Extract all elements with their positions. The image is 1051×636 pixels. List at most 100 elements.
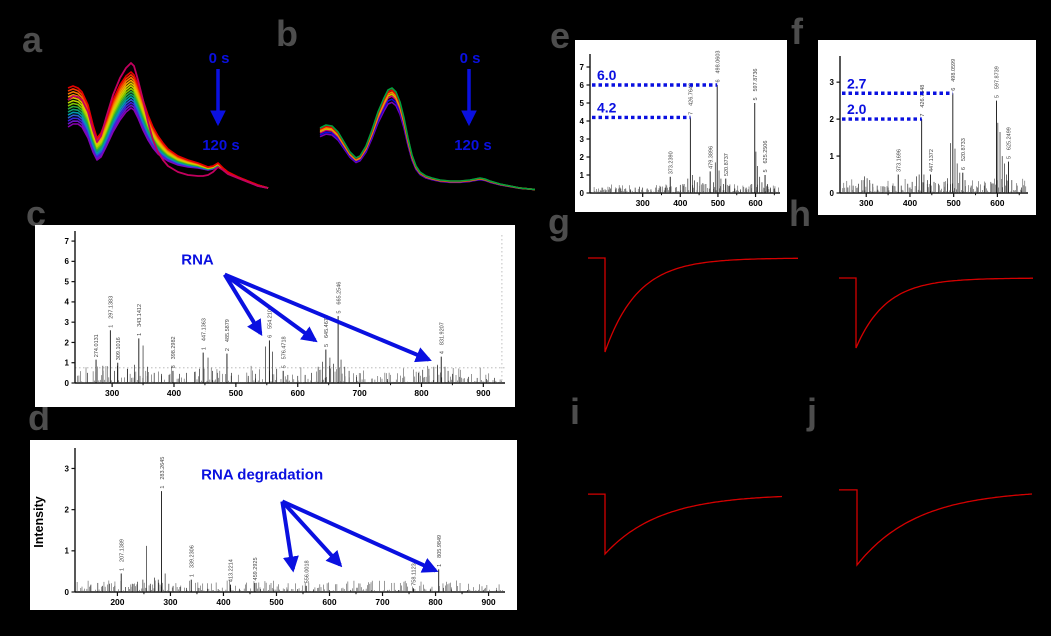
svg-text:700: 700 bbox=[353, 388, 367, 398]
svg-text:6: 6 bbox=[951, 88, 957, 91]
svg-text:2: 2 bbox=[830, 115, 835, 124]
svg-text:498.0599: 498.0599 bbox=[951, 59, 957, 82]
svg-text:500: 500 bbox=[947, 198, 961, 208]
svg-text:4: 4 bbox=[439, 351, 445, 354]
svg-text:500: 500 bbox=[229, 388, 243, 398]
svg-text:500: 500 bbox=[711, 198, 725, 208]
svg-text:300: 300 bbox=[636, 198, 650, 208]
svg-text:283.2645: 283.2645 bbox=[160, 457, 166, 480]
svg-text:0 s: 0 s bbox=[209, 50, 230, 67]
panel-label-a: a bbox=[22, 19, 43, 60]
svg-text:1: 1 bbox=[160, 486, 166, 489]
svg-text:900: 900 bbox=[481, 597, 495, 607]
svg-text:373.1696: 373.1696 bbox=[896, 149, 902, 172]
svg-text:6: 6 bbox=[580, 81, 585, 90]
svg-text:426.7648: 426.7648 bbox=[689, 83, 695, 106]
svg-text:6: 6 bbox=[268, 335, 274, 338]
svg-text:7: 7 bbox=[689, 112, 695, 115]
svg-text:400: 400 bbox=[673, 198, 687, 208]
svg-text:343.1412: 343.1412 bbox=[137, 304, 143, 327]
panel-j-recovery-curve bbox=[835, 430, 1035, 615]
panel-g-recovery-curve bbox=[585, 235, 800, 400]
svg-text:207.1389: 207.1389 bbox=[119, 539, 125, 562]
svg-text:831.9207: 831.9207 bbox=[439, 322, 445, 345]
svg-text:645.4671: 645.4671 bbox=[324, 315, 330, 338]
svg-text:800: 800 bbox=[414, 388, 428, 398]
svg-text:0: 0 bbox=[65, 379, 70, 388]
panel-label-g: g bbox=[548, 201, 570, 242]
svg-text:400: 400 bbox=[903, 198, 917, 208]
svg-text:5: 5 bbox=[324, 344, 330, 347]
svg-text:1: 1 bbox=[109, 325, 115, 328]
svg-text:300: 300 bbox=[163, 597, 177, 607]
svg-text:400: 400 bbox=[216, 597, 230, 607]
svg-text:3: 3 bbox=[65, 464, 70, 473]
svg-text:6: 6 bbox=[715, 79, 721, 82]
svg-text:597.8739: 597.8739 bbox=[995, 66, 1001, 89]
panel-label-c: c bbox=[26, 193, 47, 234]
svg-text:1: 1 bbox=[119, 568, 125, 571]
svg-text:600: 600 bbox=[291, 388, 305, 398]
svg-text:0: 0 bbox=[830, 189, 835, 198]
svg-text:5: 5 bbox=[580, 99, 585, 108]
panel-label-i: i bbox=[570, 391, 581, 432]
svg-text:373.2390: 373.2390 bbox=[668, 151, 674, 174]
svg-text:665.2546: 665.2546 bbox=[336, 282, 342, 305]
panel-a-time-spectra-chart: 0 s 120 s bbox=[60, 45, 282, 215]
svg-text:6: 6 bbox=[65, 257, 70, 266]
svg-text:554.2108: 554.2108 bbox=[268, 306, 274, 329]
svg-text:0: 0 bbox=[580, 189, 585, 198]
svg-text:520.8737: 520.8737 bbox=[724, 153, 730, 176]
svg-text:900: 900 bbox=[476, 388, 490, 398]
svg-text:600: 600 bbox=[322, 597, 336, 607]
panel-h-recovery-curve bbox=[835, 235, 1035, 400]
svg-text:1: 1 bbox=[437, 564, 443, 567]
svg-text:1: 1 bbox=[137, 333, 143, 336]
svg-text:485.5879: 485.5879 bbox=[225, 319, 231, 342]
svg-text:498.0603: 498.0603 bbox=[715, 51, 721, 74]
svg-text:5: 5 bbox=[65, 277, 70, 286]
svg-text:7: 7 bbox=[65, 237, 70, 246]
svg-text:5: 5 bbox=[753, 97, 759, 100]
svg-text:5: 5 bbox=[763, 169, 769, 172]
panel-d-mass-spectrum: 0 1 2 3 200 300 400 500 600 700 800 900 Intensity 1 20… bbox=[30, 440, 517, 615]
svg-text:3: 3 bbox=[830, 78, 835, 87]
svg-text:5: 5 bbox=[336, 311, 342, 314]
svg-text:800: 800 bbox=[428, 597, 442, 607]
svg-text:6: 6 bbox=[961, 167, 967, 170]
svg-text:2: 2 bbox=[65, 505, 70, 514]
svg-text:3: 3 bbox=[65, 318, 70, 327]
svg-text:0 s: 0 s bbox=[460, 50, 481, 67]
svg-text:4: 4 bbox=[580, 117, 585, 126]
svg-text:447.1372: 447.1372 bbox=[929, 149, 935, 172]
svg-text:5: 5 bbox=[995, 95, 1001, 98]
svg-text:274.0131: 274.0131 bbox=[94, 334, 100, 357]
svg-text:7: 7 bbox=[580, 63, 585, 72]
svg-text:8: 8 bbox=[171, 365, 177, 368]
panel-c-mass-spectrum: 0 1 2 3 4 5 6 7 300 400 500 600 700 800 900 274.0131 1 29… bbox=[35, 225, 515, 412]
svg-text:339.2306: 339.2306 bbox=[189, 545, 195, 568]
panel-label-d: d bbox=[28, 397, 50, 438]
svg-text:600: 600 bbox=[748, 198, 762, 208]
svg-text:805.9849: 805.9849 bbox=[437, 535, 443, 558]
panel-label-h: h bbox=[789, 193, 811, 234]
svg-text:556.0018: 556.0018 bbox=[304, 560, 310, 583]
svg-text:426.7648: 426.7648 bbox=[920, 85, 926, 108]
panel-e-mass-spectrum: 0 1 2 3 4 5 6 7 300 400 500 600 373.2390 7 426.7648 479… bbox=[575, 40, 787, 217]
svg-text:597.8736: 597.8736 bbox=[753, 69, 759, 92]
panel-i-recovery-curve bbox=[585, 430, 785, 615]
panel-label-e: e bbox=[550, 15, 571, 56]
svg-text:120 s: 120 s bbox=[202, 137, 240, 154]
svg-text:1: 1 bbox=[201, 347, 207, 350]
svg-text:625.2499: 625.2499 bbox=[1007, 127, 1013, 150]
svg-text:Intensity: Intensity bbox=[32, 496, 46, 547]
svg-text:447.1363: 447.1363 bbox=[201, 318, 207, 341]
svg-text:1: 1 bbox=[65, 547, 70, 556]
svg-text:297.1383: 297.1383 bbox=[109, 296, 115, 319]
svg-text:7: 7 bbox=[920, 114, 926, 117]
svg-text:2: 2 bbox=[225, 348, 231, 351]
svg-text:309.1016: 309.1016 bbox=[116, 337, 122, 360]
svg-text:576.4718: 576.4718 bbox=[281, 336, 287, 359]
svg-text:5: 5 bbox=[281, 365, 287, 368]
